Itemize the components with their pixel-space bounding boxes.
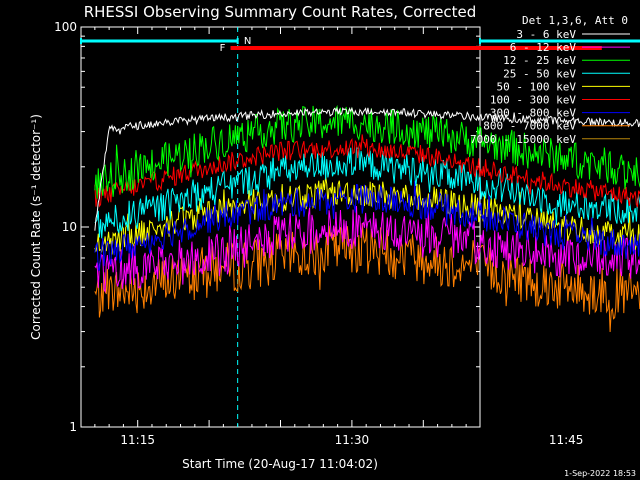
series-line-300-800keV	[94, 180, 640, 272]
flare-flag-label: F	[220, 43, 226, 54]
y-axis-label: Corrected Count Rate (s⁻¹ detector⁻¹)	[29, 114, 43, 340]
series-line-25-50keV	[94, 147, 640, 239]
plot-frame	[80, 26, 481, 428]
legend-entry-label: 6 - 12 keV	[510, 41, 577, 54]
legend-entry-label: 50 - 100 keV	[497, 80, 577, 93]
legend-entry-label: 300 - 800 keV	[490, 107, 576, 120]
y-tick-label: 10	[62, 220, 77, 234]
legend-entry-label: 12 - 25 keV	[503, 54, 576, 67]
night-flag-label: N	[244, 36, 251, 47]
series-line-12-25keV	[94, 104, 640, 199]
series-line-100-300keV	[94, 134, 640, 209]
legend-entry-label: 3 - 6 keV	[516, 28, 576, 41]
legend-entry-label: 800 - 7000 keV	[483, 120, 576, 133]
series-line-6-12keV	[94, 205, 640, 294]
series-line-800-7000keV	[94, 222, 640, 332]
legend-entry-label: 25 - 50 keV	[503, 67, 576, 80]
x-tick-label: 11:45	[549, 433, 584, 447]
x-tick-label: 11:30	[335, 433, 370, 447]
legend-entry-label: 7000 - 15000 keV	[470, 133, 576, 146]
legend-title: Det 1,3,6, Att 0	[522, 14, 628, 27]
y-tick-label: 1	[69, 420, 77, 434]
x-axis-label: Start Time (20-Aug-17 11:04:02)	[182, 457, 378, 471]
x-tick-label: 11:15	[120, 433, 155, 447]
legend-entry-label: 100 - 300 keV	[490, 94, 576, 107]
timestamp-label: 1-Sep-2022 18:53	[564, 469, 636, 478]
y-tick-label: 100	[54, 20, 77, 34]
series-line-3-6keV	[94, 106, 640, 231]
chart-title: RHESSI Observing Summary Count Rates, Co…	[84, 3, 477, 21]
